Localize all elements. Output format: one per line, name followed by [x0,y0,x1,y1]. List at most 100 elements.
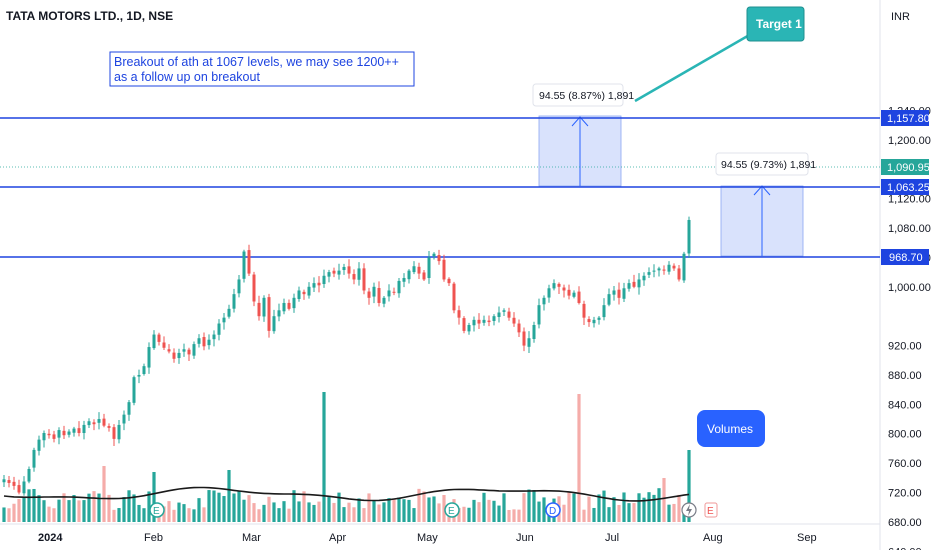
time-tick-label: Apr [329,532,346,544]
volume-bar [277,508,281,522]
candle-body [267,297,271,331]
volume-bar [372,500,376,522]
candle-body [237,279,241,294]
volume-bar [142,508,146,522]
volume-bar [562,504,566,522]
volume-bar [252,503,256,522]
volume-bar [427,497,431,522]
candle-body [517,323,521,333]
candle-body [27,469,31,482]
measure-arrowhead-1 [571,116,589,127]
candle-body [157,334,161,342]
volume-bar [632,503,636,522]
volume-bar [22,497,26,522]
volume-bar [397,497,401,522]
candle-body [672,265,676,269]
candle-body [52,434,56,439]
volume-bar [652,494,656,522]
candle-body [292,297,296,309]
candle-body [582,303,586,318]
volumes-label: Volumes [707,422,753,436]
volume-bars [2,392,691,522]
candle-body [87,421,91,426]
lightning-icon[interactable] [681,502,697,518]
time-tick-label: Aug [703,532,723,544]
volume-bar [457,508,461,522]
volume-bar [317,501,321,522]
volume-bar [107,494,111,522]
candle-body [587,319,591,323]
candle-body [202,337,206,347]
volume-bar [602,490,606,522]
badge-1157: 1,157.80 [887,113,930,125]
candle-body [477,319,481,324]
candle-body [142,366,146,374]
volume-bar [627,503,631,522]
volume-bar [247,495,251,522]
event-marker-dividend[interactable]: D [545,502,561,518]
price-tick-label: 800.00 [888,429,922,441]
candle-body [637,279,641,288]
volume-bar [522,493,526,522]
event-marker-earnings-upcoming[interactable]: E [704,502,718,518]
candle-body [647,272,651,275]
candle-body [467,325,471,332]
symbol-title[interactable]: TATA MOTORS LTD., 1D, NSE [6,9,173,23]
volume-bar [127,490,131,522]
candle-body [82,424,86,434]
candle-body [622,288,626,299]
badge-bg-last [881,159,929,175]
measure-arrowhead-2 [753,185,771,196]
volume-bar [567,491,571,522]
event-marker-earnings-2[interactable]: E [444,502,460,518]
volume-bar [2,507,6,522]
candle-body [287,302,291,309]
candle-body [182,349,186,352]
candle-body [107,426,111,428]
volume-bar [97,493,101,522]
volume-bar [62,493,66,522]
measure-label-bg-2 [715,152,809,176]
price-tick-label: 1,000.00 [888,282,931,294]
candle-body [592,319,596,324]
volume-bar [47,506,51,522]
candle-body [7,480,11,483]
volume-bar [672,503,676,522]
target-label: Target 1 [756,17,802,31]
candle-body [597,317,601,320]
candle-body [627,283,631,289]
note-line-2: as a follow up on breakout [114,70,260,84]
volumes-callout[interactable] [697,410,765,447]
candle-body [132,377,136,403]
badge-last-price: 1,090.95 [887,162,930,174]
candle-body [12,481,16,486]
volume-bar [422,491,426,522]
candle-body [57,430,61,438]
volume-bar [357,498,361,522]
event-marker-earnings-1[interactable]: E [149,502,165,518]
volume-bar [57,499,61,522]
volume-bar [307,502,311,522]
time-tick-label: 2024 [38,532,63,544]
time-tick-label: Mar [242,532,261,544]
volume-bar [257,509,261,522]
volume-bar [7,508,11,522]
target-callout[interactable] [746,6,805,42]
candle-body [217,323,221,335]
volume-bar [387,498,391,522]
volume-bar [532,490,536,522]
candle-body [562,287,566,291]
note-box[interactable] [109,51,415,87]
volume-bar [297,501,301,522]
volume-bar [647,492,651,522]
volume-bar [147,491,151,522]
candle-body [632,281,636,287]
candle-body [297,290,301,299]
candlesticks [2,216,691,496]
volume-bar [472,499,476,522]
price-tick-label: 920.00 [888,341,922,353]
volume-bar [607,507,611,522]
volume-bar [337,492,341,522]
price-tick-label: 1,200.00 [888,135,931,147]
